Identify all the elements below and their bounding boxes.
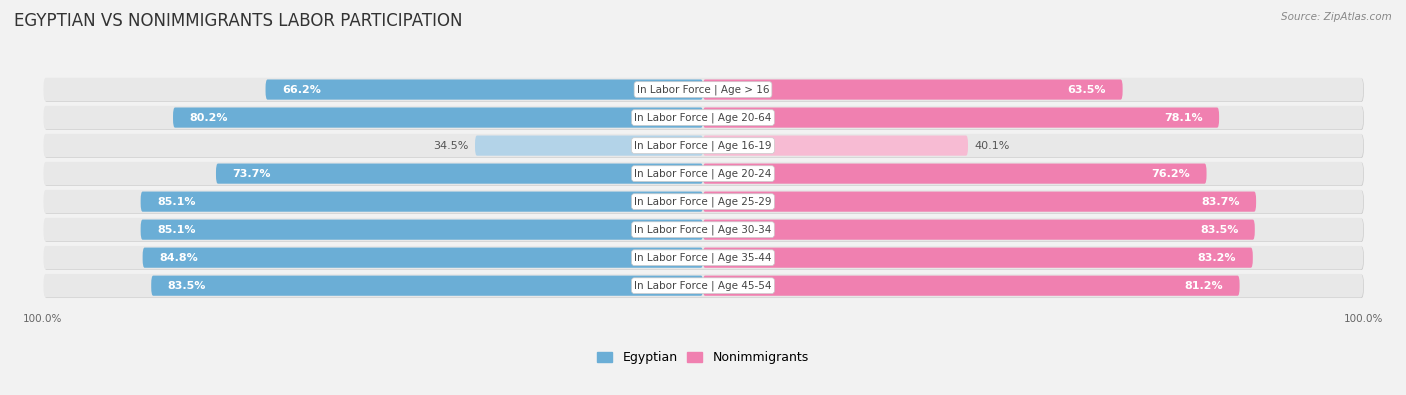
Text: In Labor Force | Age 20-24: In Labor Force | Age 20-24: [634, 168, 772, 179]
FancyBboxPatch shape: [152, 276, 703, 296]
FancyBboxPatch shape: [142, 248, 703, 268]
FancyBboxPatch shape: [703, 220, 1254, 240]
Text: 78.1%: 78.1%: [1164, 113, 1202, 122]
FancyBboxPatch shape: [703, 276, 1240, 296]
FancyBboxPatch shape: [475, 135, 703, 156]
FancyBboxPatch shape: [44, 275, 1364, 298]
FancyBboxPatch shape: [266, 79, 703, 100]
FancyBboxPatch shape: [44, 190, 1364, 214]
FancyBboxPatch shape: [703, 107, 1219, 128]
FancyBboxPatch shape: [44, 218, 1364, 242]
FancyBboxPatch shape: [44, 134, 1364, 158]
FancyBboxPatch shape: [703, 248, 1253, 268]
FancyBboxPatch shape: [44, 162, 1364, 186]
FancyBboxPatch shape: [44, 134, 1364, 157]
Text: 83.7%: 83.7%: [1201, 197, 1240, 207]
FancyBboxPatch shape: [217, 164, 703, 184]
Text: 34.5%: 34.5%: [433, 141, 468, 150]
FancyBboxPatch shape: [44, 246, 1364, 270]
FancyBboxPatch shape: [44, 218, 1364, 241]
Text: 84.8%: 84.8%: [159, 253, 198, 263]
Text: Source: ZipAtlas.com: Source: ZipAtlas.com: [1281, 12, 1392, 22]
Text: In Labor Force | Age 16-19: In Labor Force | Age 16-19: [634, 140, 772, 151]
FancyBboxPatch shape: [703, 192, 1256, 212]
Text: EGYPTIAN VS NONIMMIGRANTS LABOR PARTICIPATION: EGYPTIAN VS NONIMMIGRANTS LABOR PARTICIP…: [14, 12, 463, 30]
Text: 80.2%: 80.2%: [190, 113, 228, 122]
Legend: Egyptian, Nonimmigrants: Egyptian, Nonimmigrants: [592, 346, 814, 369]
FancyBboxPatch shape: [173, 107, 703, 128]
Text: In Labor Force | Age 35-44: In Labor Force | Age 35-44: [634, 252, 772, 263]
Text: 76.2%: 76.2%: [1152, 169, 1189, 179]
FancyBboxPatch shape: [44, 162, 1364, 185]
Text: 85.1%: 85.1%: [157, 197, 195, 207]
FancyBboxPatch shape: [44, 106, 1364, 129]
Text: 66.2%: 66.2%: [283, 85, 321, 94]
FancyBboxPatch shape: [44, 78, 1364, 102]
FancyBboxPatch shape: [44, 106, 1364, 130]
Text: 81.2%: 81.2%: [1184, 281, 1223, 291]
Text: In Labor Force | Age 25-29: In Labor Force | Age 25-29: [634, 196, 772, 207]
FancyBboxPatch shape: [703, 79, 1122, 100]
FancyBboxPatch shape: [703, 135, 967, 156]
FancyBboxPatch shape: [44, 78, 1364, 102]
FancyBboxPatch shape: [141, 220, 703, 240]
FancyBboxPatch shape: [44, 246, 1364, 269]
Text: 83.5%: 83.5%: [167, 281, 207, 291]
Text: 83.5%: 83.5%: [1199, 225, 1239, 235]
Text: In Labor Force | Age 30-34: In Labor Force | Age 30-34: [634, 224, 772, 235]
Text: 83.2%: 83.2%: [1198, 253, 1236, 263]
FancyBboxPatch shape: [44, 274, 1364, 297]
Text: In Labor Force | Age 20-64: In Labor Force | Age 20-64: [634, 112, 772, 123]
FancyBboxPatch shape: [141, 192, 703, 212]
Text: In Labor Force | Age > 16: In Labor Force | Age > 16: [637, 84, 769, 95]
Text: 40.1%: 40.1%: [974, 141, 1010, 150]
FancyBboxPatch shape: [44, 190, 1364, 213]
Text: 63.5%: 63.5%: [1067, 85, 1107, 94]
FancyBboxPatch shape: [703, 164, 1206, 184]
Text: In Labor Force | Age 45-54: In Labor Force | Age 45-54: [634, 280, 772, 291]
Text: 85.1%: 85.1%: [157, 225, 195, 235]
Text: 73.7%: 73.7%: [232, 169, 271, 179]
